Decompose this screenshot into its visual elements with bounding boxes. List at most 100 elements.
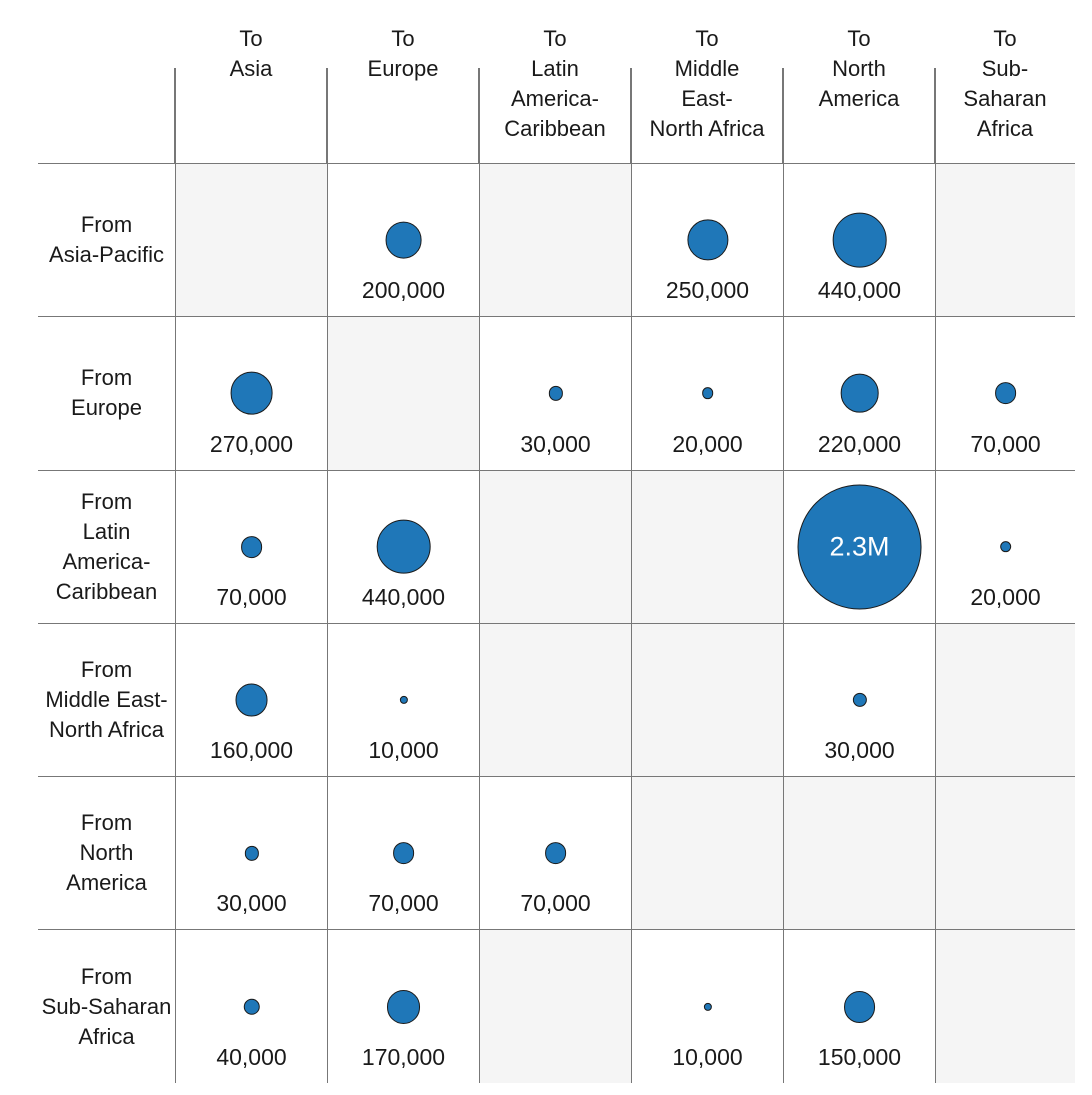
bubble — [840, 374, 879, 413]
cell-latin-america-caribbean-to-sub-saharan-africa: 20,000 — [935, 470, 1075, 623]
bubble-value-label: 270,000 — [209, 430, 294, 457]
row-europe: From Europe 270,000 30,000 20,000 220,000 70,… — [38, 316, 1075, 470]
grid-line-vertical — [630, 68, 632, 163]
row-label-europe: From Europe — [38, 317, 175, 469]
cell-middle-east-north-africa-to-europe: 10,000 — [327, 623, 479, 777]
cell-sub-saharan-africa-to-sub-saharan-africa — [935, 930, 1075, 1083]
cell-europe-to-latin-america-caribbean: 30,000 — [479, 317, 631, 470]
cell-middle-east-north-africa-to-latin-america-caribbean — [479, 623, 631, 777]
column-header-label: To Europe — [367, 26, 439, 81]
column-header-north-america: To North America — [782, 0, 935, 163]
bubble — [701, 387, 714, 400]
bubble-value-label: 70,000 — [368, 890, 439, 917]
cell-middle-east-north-africa-to-north-america: 30,000 — [783, 623, 935, 777]
row-label-asia-pacific: From Asia-Pacific — [38, 164, 175, 316]
cell-sub-saharan-africa-to-europe: 170,000 — [327, 930, 479, 1083]
cell-asia-pacific-to-asia — [175, 164, 327, 317]
bubble — [244, 846, 259, 861]
cell-europe-to-asia: 270,000 — [175, 317, 327, 470]
cell-asia-pacific-to-europe: 200,000 — [327, 164, 479, 317]
bubble-value-label: 170,000 — [361, 1043, 446, 1070]
bubble — [544, 842, 567, 865]
bubble — [686, 219, 729, 261]
cell-asia-pacific-to-north-america: 440,000 — [783, 164, 935, 317]
cell-europe-to-europe — [327, 317, 479, 470]
bubble-value-label: 40,000 — [216, 1043, 287, 1070]
row-label-text: From North America — [66, 810, 147, 896]
row-latin-america-caribbean: From Latin America- Caribbean 70,000 440,0… — [38, 469, 1075, 623]
bubble-value-label: 440,000 — [361, 583, 446, 610]
cell-latin-america-caribbean-to-europe: 440,000 — [327, 470, 479, 623]
bubble-value-label: 70,000 — [520, 890, 591, 917]
bubble — [386, 989, 421, 1024]
cell-europe-to-middle-east-north-africa: 20,000 — [631, 317, 783, 470]
column-header-label: To Sub- Saharan Africa — [963, 26, 1047, 141]
bubble-value-label: 30,000 — [216, 890, 287, 917]
row-asia-pacific: From Asia-Pacific 200,000 250,000 440,000 — [38, 163, 1075, 317]
row-label-text: From Sub-Saharan Africa — [41, 963, 172, 1049]
row-label-north-america: From North America — [38, 777, 175, 929]
column-header-label: To Asia — [229, 26, 273, 81]
row-label-text: From Asia-Pacific — [49, 212, 164, 268]
bubble-value-label: 2.3M — [829, 531, 890, 562]
grid-line-vertical — [478, 68, 480, 163]
bubble-value-label: 150,000 — [817, 1043, 902, 1070]
bubble: 2.3M — [797, 484, 922, 610]
bubble-value-label: 440,000 — [817, 277, 902, 304]
cell-north-america-to-north-america — [783, 777, 935, 930]
bubble — [703, 1002, 712, 1011]
cell-middle-east-north-africa-to-sub-saharan-africa — [935, 623, 1075, 777]
cell-asia-pacific-to-latin-america-caribbean — [479, 164, 631, 317]
cell-sub-saharan-africa-to-north-america: 150,000 — [783, 930, 935, 1083]
bubble — [230, 372, 273, 415]
bubble — [376, 519, 431, 575]
bubble — [243, 998, 260, 1015]
grid-line-vertical — [782, 68, 784, 163]
cell-europe-to-sub-saharan-africa: 70,000 — [935, 317, 1075, 470]
column-header-middle-east-north-africa: To Middle East- North Africa — [630, 0, 783, 163]
row-label-text: From Latin America- Caribbean — [55, 488, 158, 604]
grid-line-vertical — [174, 68, 176, 163]
column-header-label: To Middle East- North Africa — [649, 26, 765, 141]
row-label-text: From Middle East- North Africa — [45, 657, 168, 743]
row-label-sub-saharan-africa: From Sub-Saharan Africa — [38, 930, 175, 1082]
bubble-value-label: 20,000 — [672, 430, 743, 457]
grid-line-vertical — [326, 68, 328, 163]
cell-latin-america-caribbean-to-north-america: 2.3M — [783, 470, 935, 623]
bubble — [999, 540, 1012, 553]
row-label-middle-east-north-africa: From Middle East- North Africa — [38, 624, 175, 776]
bubble — [994, 382, 1017, 405]
bubble — [399, 695, 408, 705]
bubble — [852, 692, 867, 708]
grid-line-vertical — [934, 68, 936, 163]
cell-asia-pacific-to-sub-saharan-africa — [935, 164, 1075, 317]
bubble — [548, 386, 563, 401]
cell-asia-pacific-to-middle-east-north-africa: 250,000 — [631, 164, 783, 317]
bubble-matrix-table: To Asia To Europe To Latin America- Caribb… — [38, 0, 1075, 1083]
bubble — [385, 221, 422, 259]
bubble — [843, 990, 876, 1023]
bubble — [392, 842, 415, 865]
bubble-value-label: 160,000 — [209, 737, 294, 764]
column-header-latin-america-caribbean: To Latin America- Caribbean — [478, 0, 631, 163]
column-header-europe: To Europe — [326, 0, 479, 163]
column-header-label: To Latin America- Caribbean — [504, 26, 606, 141]
cell-middle-east-north-africa-to-asia: 160,000 — [175, 623, 327, 777]
row-label-latin-america-caribbean: From Latin America- Caribbean — [38, 471, 175, 623]
cell-latin-america-caribbean-to-asia: 70,000 — [175, 470, 327, 623]
cell-latin-america-caribbean-to-middle-east-north-africa — [631, 470, 783, 623]
row-middle-east-north-africa: From Middle East- North Africa 160,000 10,… — [38, 622, 1075, 777]
column-header-row: To Asia To Europe To Latin America- Caribb… — [38, 0, 1075, 163]
cell-north-america-to-middle-east-north-africa — [631, 777, 783, 930]
row-label-text: From Europe — [71, 365, 142, 421]
bubble — [235, 683, 268, 717]
bubble-value-label: 70,000 — [970, 430, 1041, 457]
bubble — [240, 535, 263, 558]
bubble-value-label: 30,000 — [824, 737, 895, 764]
cell-latin-america-caribbean-to-latin-america-caribbean — [479, 470, 631, 623]
bubble-value-label: 250,000 — [665, 277, 750, 304]
cell-sub-saharan-africa-to-latin-america-caribbean — [479, 930, 631, 1083]
cell-europe-to-north-america: 220,000 — [783, 317, 935, 470]
bubble-value-label: 10,000 — [368, 737, 439, 764]
column-header-sub-saharan-africa: To Sub- Saharan Africa — [934, 0, 1075, 163]
